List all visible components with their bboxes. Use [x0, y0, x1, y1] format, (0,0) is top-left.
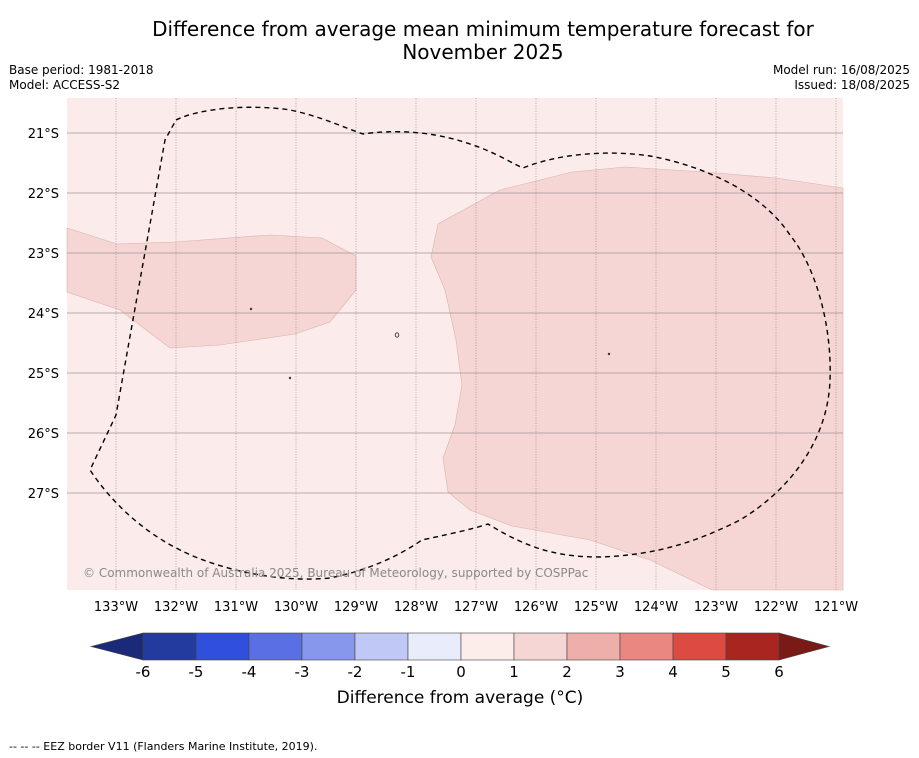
lon-label: 123°W [694, 600, 738, 615]
colorbar-tick-label: -5 [189, 663, 204, 681]
colorbar-segment [354, 632, 409, 661]
colorbar-segment [566, 632, 621, 661]
colorbar-segment [142, 632, 197, 661]
colorbar-segment [460, 632, 515, 661]
eez-border [89, 106, 831, 580]
colorbar-tick-label: -4 [242, 663, 257, 681]
lon-label: 130°W [274, 600, 318, 615]
lat-label: 22°S [28, 187, 59, 202]
colorbar-segment [407, 632, 462, 661]
colorbar-over-arrow [778, 632, 831, 661]
lat-label: 23°S [28, 247, 59, 262]
colorbar-tick-label: 3 [615, 663, 625, 681]
lon-label: 131°W [214, 600, 258, 615]
colorbar-tick-label: -6 [136, 663, 151, 681]
base-period: Base period: 1981-2018 [9, 63, 154, 77]
lat-label: 24°S [28, 307, 59, 322]
colorbar-tick-label: 4 [668, 663, 678, 681]
colorbar-under-arrow [89, 632, 144, 661]
copyright-text: © Commonwealth of Australia 2025, Bureau… [83, 566, 588, 580]
colorbar-tick-label: -2 [348, 663, 363, 681]
colorbar-segment [619, 632, 674, 661]
anomaly-region-west [66, 227, 357, 349]
colorbar-segment [672, 632, 727, 661]
lon-label: 122°W [754, 600, 798, 615]
lon-label: 129°W [334, 600, 378, 615]
lon-label: 132°W [154, 600, 198, 615]
anomaly-region-east [430, 166, 844, 591]
lat-label: 25°S [28, 367, 59, 382]
lon-label: 133°W [94, 600, 138, 615]
meta-right: Model run: 16/08/2025 Issued: 18/08/2025 [773, 63, 910, 93]
colorbar: -6 -5 -4 -3 -2 -1 0 1 2 3 4 5 6 [89, 632, 831, 681]
islands [249, 307, 611, 380]
lon-label: 124°W [634, 600, 678, 615]
island-dot [288, 376, 292, 380]
colorbar-segment [301, 632, 356, 661]
lon-label: 128°W [394, 600, 438, 615]
colorbar-segment [195, 632, 250, 661]
colorbar-segment [725, 632, 780, 661]
lat-labels: 21°S 22°S 23°S 24°S 25°S 26°S 27°S [28, 127, 59, 502]
colorbar-segment [513, 632, 568, 661]
lon-label: 127°W [454, 600, 498, 615]
lon-label: 121°W [814, 600, 858, 615]
lat-label: 27°S [28, 487, 59, 502]
colorbar-tick-label: 5 [721, 663, 731, 681]
colorbar-tick-label: 0 [456, 663, 466, 681]
eez-legend: -- -- -- EEZ border V11 (Flanders Marine… [9, 740, 318, 753]
latitude-lines [67, 132, 843, 494]
lon-label: 125°W [574, 600, 618, 615]
colorbar-tick-label: 1 [509, 663, 519, 681]
colorbar-segment [248, 632, 303, 661]
island-dot [249, 307, 253, 311]
lon-labels: 133°W 132°W 131°W 130°W 129°W 128°W 127°… [94, 600, 858, 615]
colorbar-tick-label: -3 [295, 663, 310, 681]
map-title: Difference from average mean minimum tem… [0, 18, 919, 64]
colorbar-label: Difference from average (°C) [336, 688, 584, 708]
island-outline [394, 332, 400, 338]
colorbar-tick-label: -1 [401, 663, 416, 681]
lat-label: 26°S [28, 427, 59, 442]
lon-label: 126°W [514, 600, 558, 615]
meta-left: Base period: 1981-2018 Model: ACCESS-S2 [9, 63, 154, 93]
model-run: Model run: 16/08/2025 [772, 63, 910, 77]
model-name: Model: ACCESS-S2 [9, 78, 121, 92]
title-line-1: Difference from average mean minimum tem… [152, 17, 814, 41]
colorbar-tick-label: 2 [562, 663, 572, 681]
island-dot [607, 352, 611, 356]
issued-date: Issued: 18/08/2025 [794, 78, 910, 92]
title-line-2: November 2025 [402, 40, 564, 64]
lat-label: 21°S [28, 127, 59, 142]
colorbar-tick-label: 6 [774, 663, 784, 681]
